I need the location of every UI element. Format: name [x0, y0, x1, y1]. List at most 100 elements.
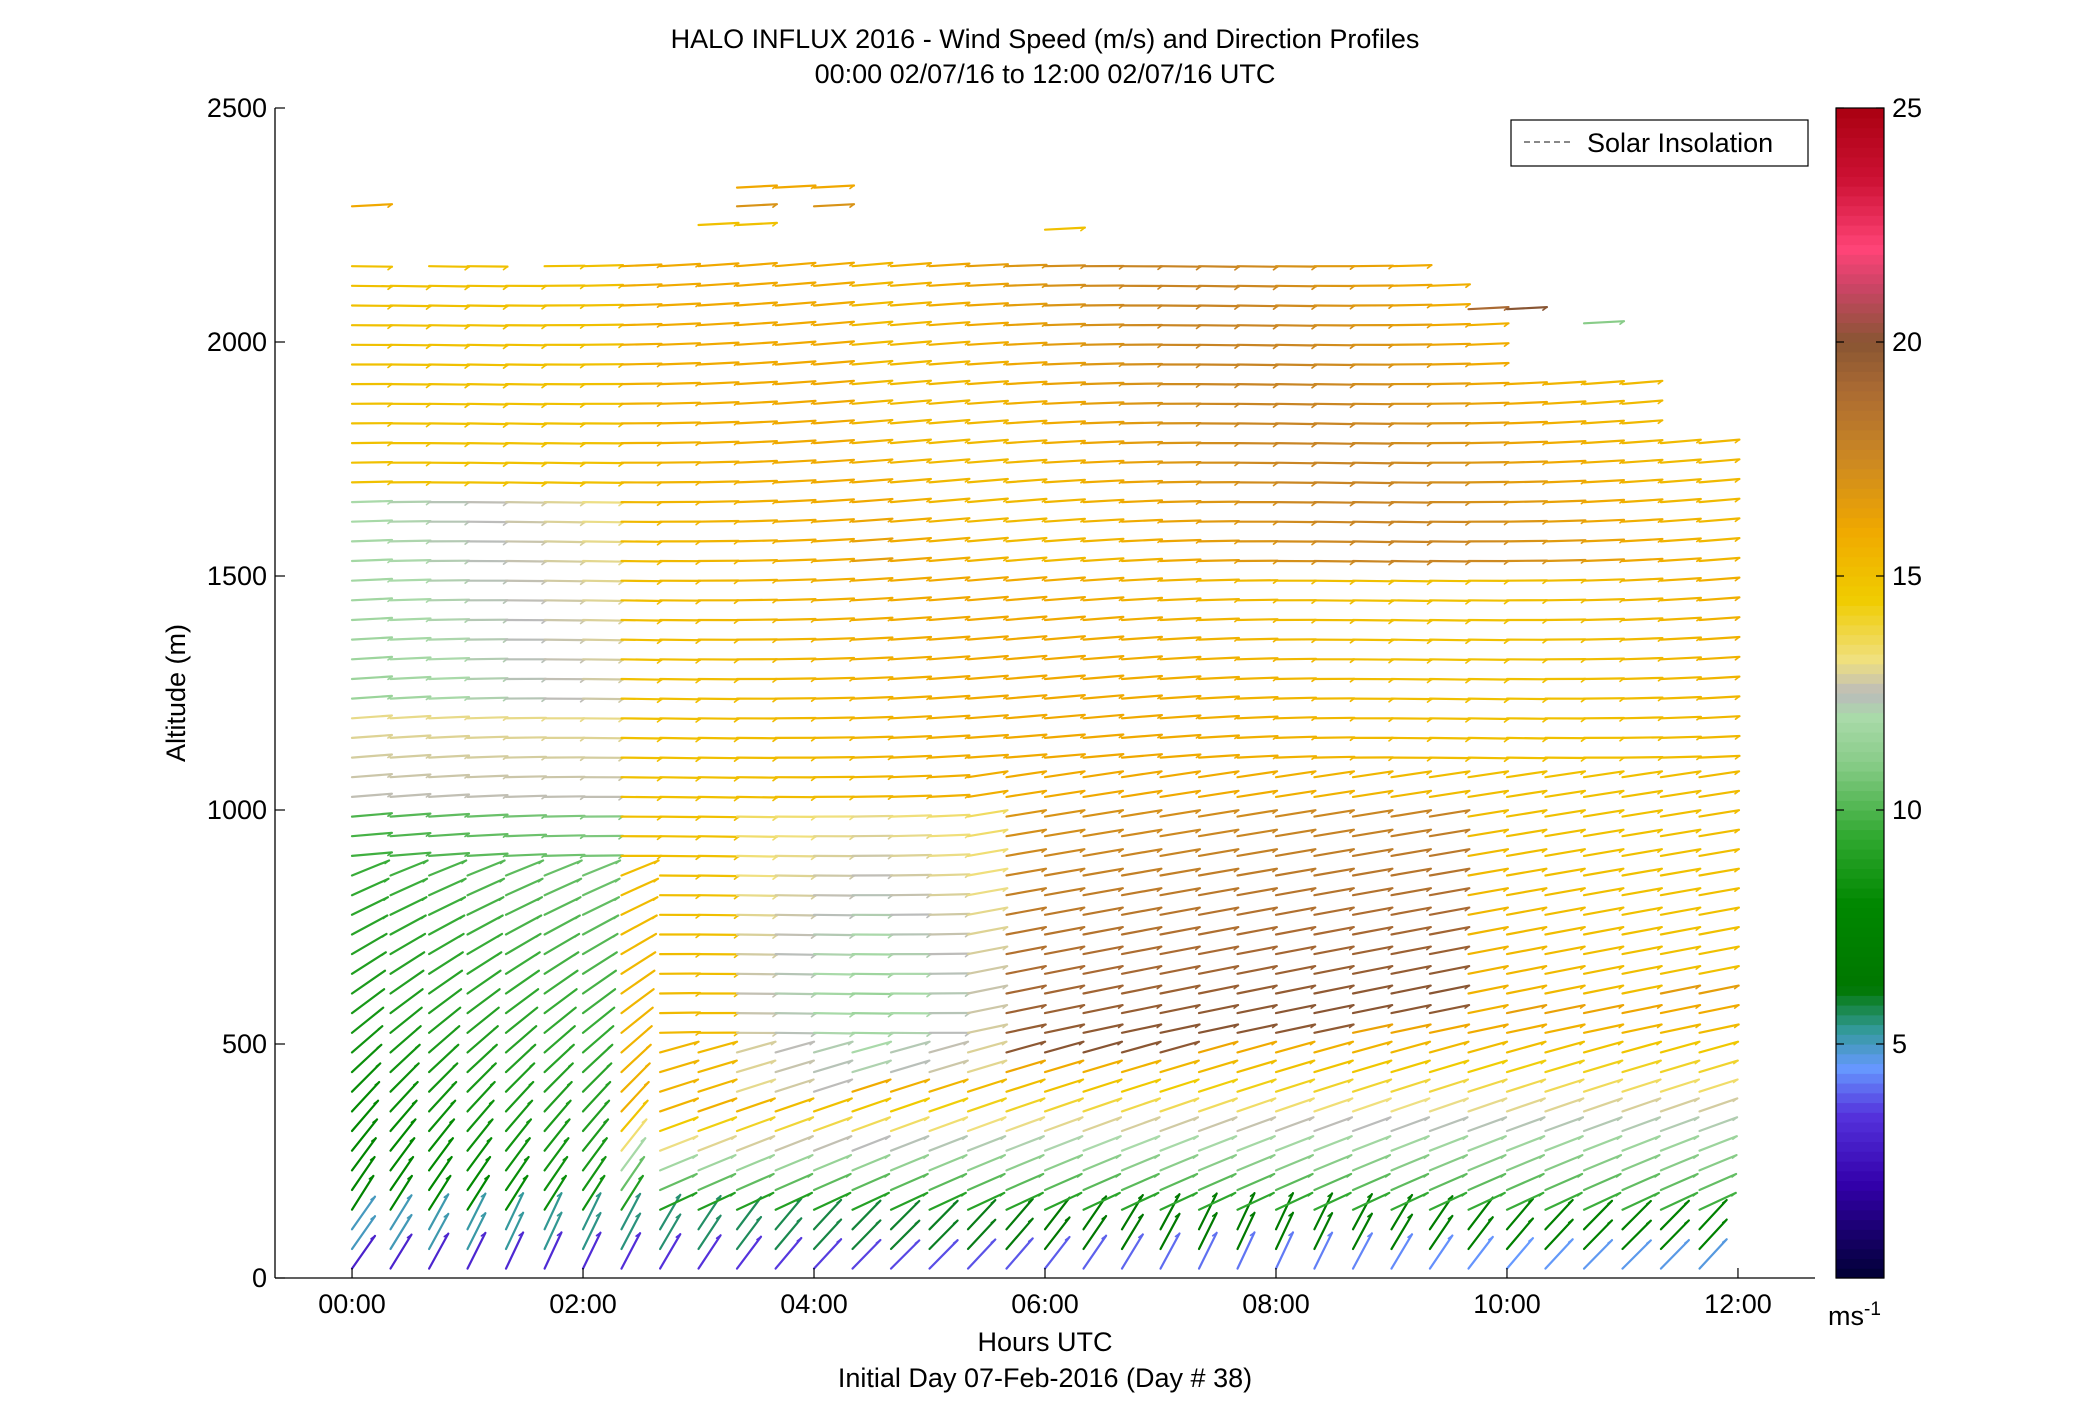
wind-barb-tick: [875, 1219, 882, 1225]
wind-barb: [1082, 1003, 1124, 1015]
wind-barb-tick: [1195, 770, 1201, 776]
wind-barb: [1274, 304, 1318, 308]
wind-barb: [851, 1135, 891, 1152]
colorbar-swatch: [1836, 1024, 1884, 1035]
wind-barb: [851, 1153, 891, 1172]
wind-barb-tick: [419, 951, 426, 957]
wind-barb: [851, 1199, 882, 1231]
wind-barb: [1082, 1172, 1122, 1192]
wind-barb: [1467, 925, 1509, 936]
wind-barb-tick: [1657, 867, 1663, 873]
wind-barb: [1621, 478, 1664, 484]
wind-barb-tick: [1000, 1116, 1007, 1122]
wind-barb-tick: [464, 344, 470, 350]
wind-barb-tick: [1079, 984, 1085, 990]
colorbar-swatch: [1836, 956, 1884, 967]
colorbar-swatch: [1836, 966, 1884, 977]
wind-barb: [1120, 499, 1164, 504]
wind-barb: [581, 1137, 608, 1172]
wind-barb: [928, 952, 971, 956]
wind-barb: [1505, 381, 1549, 386]
wind-barb: [1544, 1218, 1574, 1251]
wind-barb: [1582, 1172, 1622, 1192]
wind-barb: [658, 1059, 700, 1074]
wind-barb: [1659, 735, 1703, 740]
wind-barb: [1236, 1153, 1276, 1172]
wind-barb: [1621, 617, 1664, 622]
wind-barb: [889, 497, 933, 504]
colorbar-swatch: [1836, 780, 1884, 792]
wind-barb: [889, 794, 933, 799]
wind-barb: [1120, 1135, 1161, 1152]
wind-barb-tick: [1692, 1192, 1698, 1197]
wind-barb-tick: [1080, 596, 1086, 601]
wind-barb-tick: [1465, 303, 1471, 308]
colorbar-swatch: [1836, 576, 1884, 587]
wind-barb: [504, 1080, 535, 1113]
wind-barb: [1005, 1217, 1034, 1251]
wind-barb: [1197, 1135, 1238, 1152]
wind-barb: [1120, 809, 1163, 818]
wind-barb: [697, 460, 740, 464]
wind-barb: [928, 262, 971, 268]
wind-barb: [1159, 519, 1202, 523]
wind-barb-tick: [1156, 906, 1163, 912]
wind-barb: [1351, 770, 1394, 779]
wind-barb: [1120, 1233, 1144, 1270]
wind-barb-tick: [1657, 419, 1664, 425]
chart-subtitle: 00:00 02/07/16 to 12:00 02/07/16 UTC: [815, 59, 1276, 89]
wind-barb-tick: [460, 877, 467, 883]
wind-barb: [1467, 1191, 1506, 1211]
colorbar-swatch: [1836, 1014, 1884, 1026]
wind-barb: [697, 519, 740, 523]
wind-barb-tick: [1657, 518, 1664, 524]
wind-barb: [1236, 1059, 1277, 1074]
wind-barb: [697, 341, 740, 346]
wind-barb: [1005, 945, 1047, 956]
wind-barb: [504, 914, 543, 936]
wind-barb: [428, 343, 471, 347]
wind-barb: [1005, 341, 1048, 346]
wind-barb-tick: [887, 301, 894, 306]
wind-barb: [1351, 945, 1394, 956]
wind-barb: [1005, 713, 1048, 720]
wind-barb: [620, 1155, 646, 1192]
wind-barb-tick: [1734, 458, 1741, 464]
wind-barb: [1544, 1059, 1585, 1074]
wind-barb-tick: [644, 1062, 651, 1068]
wind-barb: [350, 1062, 382, 1093]
wind-barb: [1582, 320, 1626, 325]
wind-barb: [350, 988, 386, 1015]
wind-barb: [1467, 361, 1510, 366]
wind-barb-tick: [1734, 809, 1740, 815]
wind-barb-tick: [1387, 887, 1394, 893]
wind-barb-tick: [772, 203, 778, 208]
colorbar-swatch: [1836, 849, 1884, 860]
wind-barb: [543, 422, 586, 425]
wind-barb-tick: [1541, 965, 1547, 970]
wind-barb-tick: [1579, 984, 1586, 990]
wind-barb: [1082, 440, 1125, 445]
wind-barb-tick: [1118, 655, 1125, 660]
wind-barb-tick: [846, 1097, 853, 1103]
wind-barb: [1082, 420, 1125, 425]
wind-barb: [1582, 380, 1626, 386]
wind-barb: [1120, 362, 1164, 366]
wind-barb-tick: [579, 541, 586, 546]
wind-barb: [389, 695, 432, 700]
wind-barb-tick: [1734, 965, 1740, 970]
wind-barb-tick: [1618, 887, 1625, 893]
wind-barb-tick: [1540, 1078, 1546, 1084]
wind-barb-tick: [769, 1135, 776, 1140]
wind-barb-tick: [1233, 926, 1240, 931]
wind-barb: [697, 1116, 738, 1133]
wind-barb-tick: [887, 498, 894, 503]
wind-barb: [1197, 887, 1240, 897]
wind-barb: [1197, 1231, 1218, 1270]
wind-barb: [966, 1078, 1008, 1093]
wind-barb-tick: [643, 1081, 650, 1086]
wind-barb-tick: [1038, 1173, 1044, 1178]
wind-barb: [658, 1172, 698, 1192]
colorbar-swatch: [1836, 459, 1884, 470]
wind-barb-tick: [1385, 1135, 1392, 1140]
